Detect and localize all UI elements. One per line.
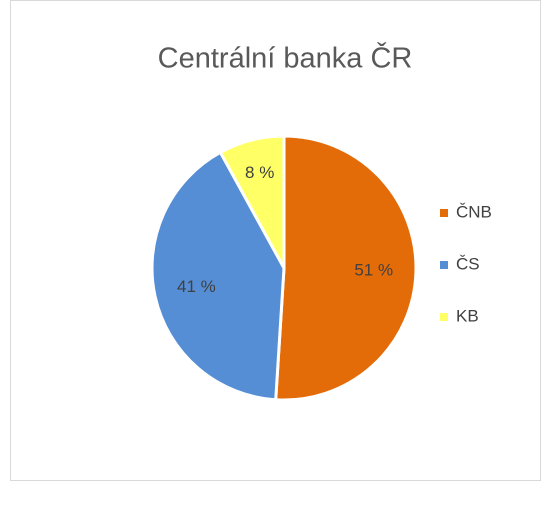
pie-slice: [218, 134, 286, 269]
pie-slice: [150, 150, 286, 402]
legend-swatch: [440, 313, 448, 321]
legend-label: KB: [456, 306, 479, 325]
legend-swatch: [440, 261, 448, 269]
data-label: 8 %: [245, 163, 274, 182]
legend-label: ČNB: [456, 202, 492, 221]
data-label: 51 %: [354, 260, 393, 279]
legend-label: ČS: [456, 254, 480, 273]
chart-title: Centrální banka ČR: [158, 41, 413, 75]
legend-swatch: [440, 209, 448, 217]
pie-slice: [274, 134, 418, 402]
data-label: 41 %: [177, 277, 216, 296]
